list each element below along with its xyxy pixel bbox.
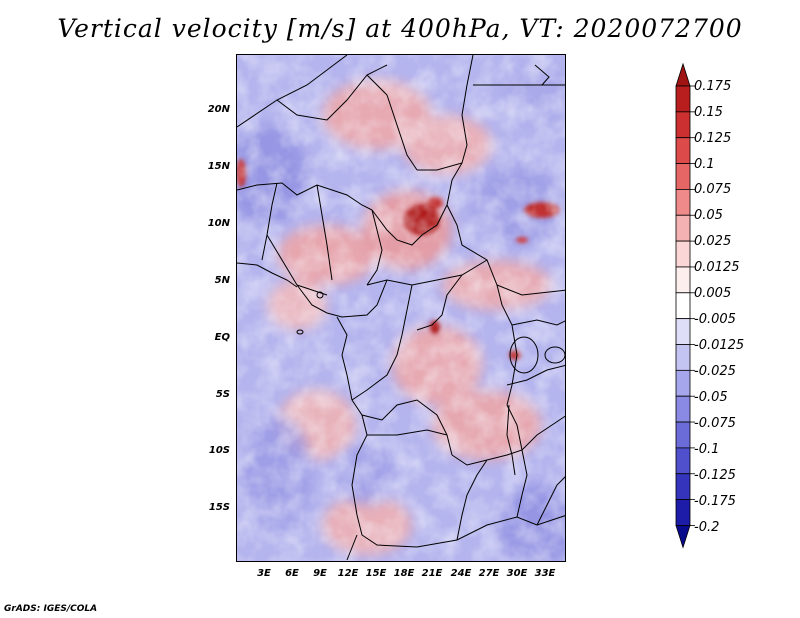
colorbar-label-10: -0.0125 xyxy=(694,338,745,353)
lon-label-6e: 6E xyxy=(285,568,299,579)
colorbar-swatch xyxy=(675,447,691,475)
lat-label-eq: EQ xyxy=(214,332,230,343)
colorbar-swatch xyxy=(675,214,691,242)
map-title: Vertical velocity [m/s] at 400hPa, VT: 2… xyxy=(57,14,743,43)
colorbar-top-arrow xyxy=(675,62,691,87)
lat-label-15n: 15N xyxy=(207,161,230,172)
colorbar-swatch xyxy=(675,473,691,501)
lon-label-27e: 27E xyxy=(478,568,500,579)
colorbar-label-17: -0.2 xyxy=(694,520,720,535)
lon-label-24e: 24E xyxy=(450,568,472,579)
colorbar-swatch xyxy=(675,344,691,371)
lon-label-18e: 18E xyxy=(393,568,415,579)
colorbar-swatch xyxy=(675,163,691,190)
colorbar-label-14: -0.1 xyxy=(694,442,720,457)
colorbar-swatch xyxy=(675,318,691,345)
lon-label-3e: 3E xyxy=(257,568,271,579)
lon-label-9e: 9E xyxy=(313,568,327,579)
colorbar-label-6: 0.025 xyxy=(694,234,732,249)
colorbar-label-1: 0.15 xyxy=(694,105,723,120)
lon-label-30e: 30E xyxy=(506,568,528,579)
colorbar-label-5: 0.05 xyxy=(694,208,723,223)
colorbar-swatch xyxy=(675,240,691,268)
colorbar-swatch xyxy=(675,188,691,216)
colorbar-swatch xyxy=(675,421,691,449)
colorbar-swatch xyxy=(675,137,691,164)
colorbar-swatch xyxy=(675,266,691,294)
lat-label-10s: 10S xyxy=(208,445,230,456)
colorbar-label-16: -0.175 xyxy=(694,494,736,509)
lat-label-10n: 10N xyxy=(207,218,230,229)
colorbar-swatch xyxy=(675,292,691,320)
colorbar-label-8: 0.005 xyxy=(694,286,732,301)
colorbar-label-4: 0.075 xyxy=(694,182,732,197)
colorbar-label-3: 0.1 xyxy=(694,157,715,172)
lat-label-5n: 5N xyxy=(214,275,230,286)
colorbar-swatch xyxy=(675,85,691,113)
lat-label-20n: 20N xyxy=(207,104,230,115)
country-borders xyxy=(237,55,565,561)
colorbar xyxy=(675,62,695,549)
colorbar-label-15: -0.125 xyxy=(694,468,736,483)
colorbar-label-12: -0.05 xyxy=(694,390,728,405)
colorbar-label-2: 0.125 xyxy=(694,131,732,146)
colorbar-label-9: -0.005 xyxy=(694,312,736,327)
colorbar-bottom-arrow xyxy=(675,525,691,549)
lon-label-33e: 33E xyxy=(534,568,556,579)
footer-credit: GrADS: IGES/COLA xyxy=(4,604,98,614)
colorbar-label-0: 0.175 xyxy=(694,79,732,94)
colorbar-label-13: -0.075 xyxy=(694,416,736,431)
lon-label-12e: 12E xyxy=(337,568,359,579)
colorbar-swatch xyxy=(675,369,691,397)
colorbar-label-11: -0.025 xyxy=(694,364,736,379)
map-panel xyxy=(236,54,566,562)
lon-label-15e: 15E xyxy=(365,568,387,579)
lat-label-15s: 15S xyxy=(208,502,230,513)
colorbar-label-7: 0.0125 xyxy=(694,260,740,275)
colorbar-swatch xyxy=(675,499,691,526)
lon-label-21e: 21E xyxy=(421,568,443,579)
lat-label-5s: 5S xyxy=(215,389,230,400)
colorbar-swatch xyxy=(675,111,691,139)
vertical-velocity-field xyxy=(237,55,565,561)
colorbar-swatch xyxy=(675,395,691,423)
